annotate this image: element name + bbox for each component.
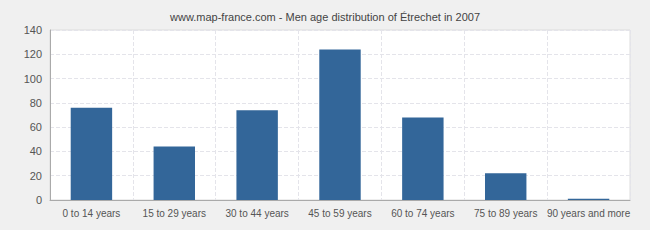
svg-text:80: 80: [30, 97, 42, 109]
svg-text:www.map-france.com - Men age d: www.map-france.com - Men age distributio…: [169, 11, 480, 23]
svg-text:0 to 14 years: 0 to 14 years: [63, 208, 121, 219]
svg-text:75 to 89 years: 75 to 89 years: [474, 208, 537, 219]
svg-text:60 to 74 years: 60 to 74 years: [391, 208, 454, 219]
svg-text:15 to 29 years: 15 to 29 years: [143, 208, 206, 219]
svg-text:0: 0: [36, 194, 42, 206]
svg-text:40: 40: [30, 145, 42, 157]
svg-text:30 to 44 years: 30 to 44 years: [225, 208, 288, 219]
svg-text:140: 140: [24, 24, 42, 36]
svg-text:45 to 59 years: 45 to 59 years: [308, 208, 371, 219]
svg-text:90 years and more: 90 years and more: [547, 208, 631, 219]
svg-text:60: 60: [30, 121, 42, 133]
svg-text:100: 100: [24, 73, 42, 85]
svg-text:20: 20: [30, 170, 42, 182]
svg-text:120: 120: [24, 48, 42, 60]
